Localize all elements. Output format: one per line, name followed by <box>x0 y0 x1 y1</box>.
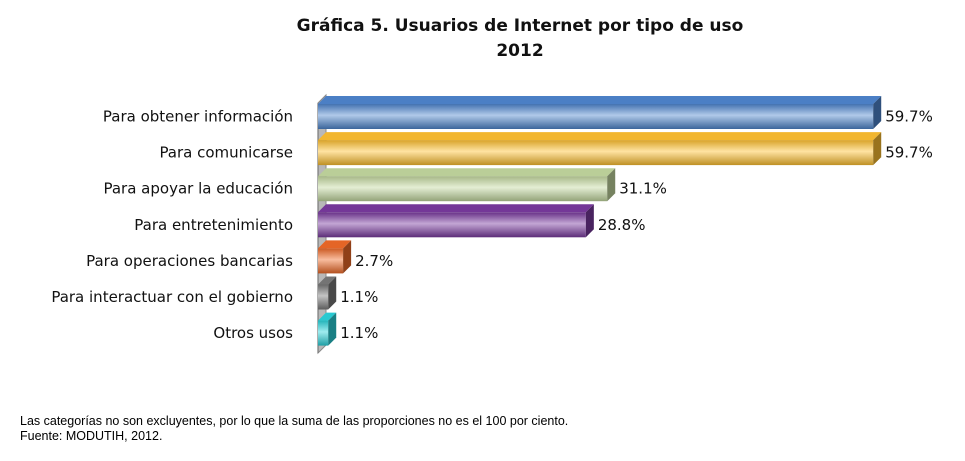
bar-front-face <box>318 104 874 129</box>
category-label-1: Para obtener información <box>103 108 293 126</box>
value-label-5: 2.7% <box>355 252 393 270</box>
bar-side-face <box>873 96 882 129</box>
bar-front-face <box>318 140 874 166</box>
value-label-6: 1.1% <box>340 288 378 306</box>
value-label-7: 1.1% <box>340 324 378 342</box>
bar-side-face <box>607 168 616 202</box>
chart-title: Gráfica 5. Usuarios de Internet por tipo… <box>0 14 965 64</box>
category-labels: Para obtener información Para comunicarse… <box>51 108 293 343</box>
bar-top-face <box>318 276 337 285</box>
bar-side-face <box>343 240 352 274</box>
bar-top-face <box>318 96 882 104</box>
bar-4 <box>318 204 594 238</box>
bar-side-face <box>585 204 594 238</box>
value-label-3: 31.1% <box>619 180 667 198</box>
category-label-5: Para operaciones bancarias <box>86 252 293 270</box>
bar-5 <box>318 240 352 274</box>
value-label-4: 28.8% <box>598 216 646 234</box>
category-label-2: Para comunicarse <box>159 144 293 162</box>
bar-front-face <box>318 284 329 310</box>
bar-top-face <box>318 204 594 213</box>
bar-top-face <box>318 132 882 141</box>
bar-front-face <box>318 320 329 346</box>
value-label-1: 59.7% <box>885 108 933 126</box>
chart-title-main: Gráfica 5. Usuarios de Internet por tipo… <box>296 16 744 36</box>
category-label-3: Para apoyar la educación <box>103 180 293 198</box>
value-label-2: 59.7% <box>885 144 933 162</box>
footnote-note: Las categorías no son excluyentes, por l… <box>20 414 569 428</box>
bar-top-face <box>318 312 337 321</box>
bar-front-face <box>318 176 608 202</box>
footnote-source: Fuente: MODUTIH, 2012. <box>20 429 163 443</box>
category-label-6: Para interactuar con el gobierno <box>51 288 293 306</box>
bar-3 <box>318 168 616 202</box>
bar-2 <box>318 132 882 166</box>
category-label-7: Otros usos <box>213 324 293 342</box>
bar-side-face <box>328 276 337 310</box>
bar-top-face <box>318 240 352 249</box>
bars-group <box>318 96 882 346</box>
bar-top-face <box>318 168 616 177</box>
bar-side-face <box>328 312 337 346</box>
bar-1 <box>318 96 882 129</box>
value-labels: 59.7% 59.7% 31.1% 28.8% 2.7% 1.1% 1.1% <box>340 108 933 343</box>
bar-6 <box>318 276 337 310</box>
chart-subtitle-year: 2012 <box>496 41 544 61</box>
bar-front-face <box>318 248 344 274</box>
bar-7 <box>318 312 337 346</box>
bar-side-face <box>873 132 882 166</box>
bar-front-face <box>318 212 586 238</box>
category-label-4: Para entretenimiento <box>134 216 293 234</box>
